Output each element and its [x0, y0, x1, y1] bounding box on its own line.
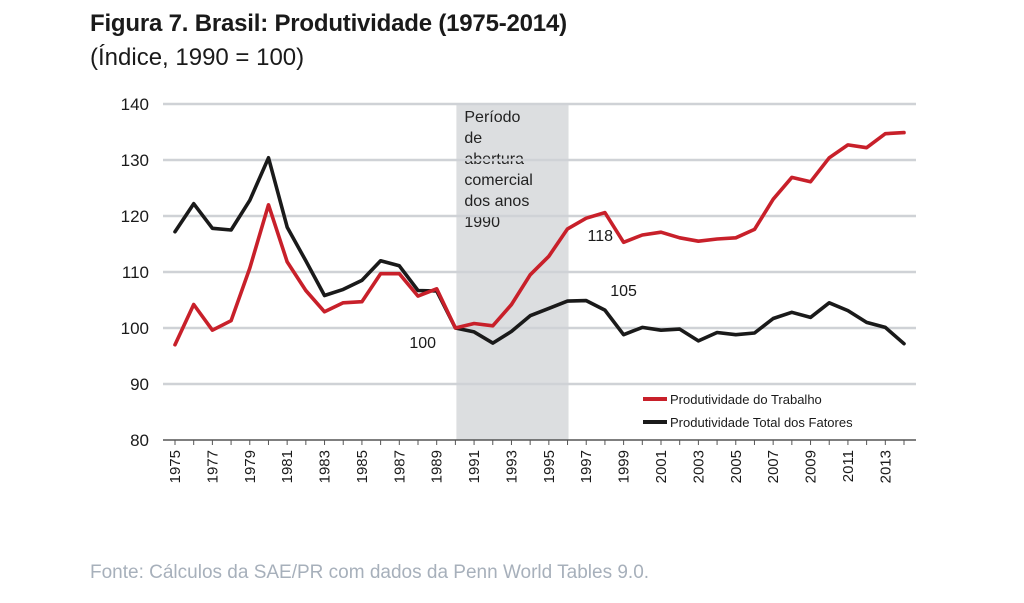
legend-label: Produtividade do Trabalho	[670, 392, 822, 407]
annotations: 100 118 105	[409, 228, 637, 352]
x-tick-label: 1999	[616, 450, 633, 483]
gridlines	[163, 102, 916, 386]
y-tick-label: 110	[122, 263, 149, 282]
x-tick-label: 2005	[728, 450, 745, 483]
shaded-region-label: de	[464, 130, 482, 147]
x-tick-label: 1993	[503, 450, 520, 483]
series-line-produtividade-do-trabalho	[173, 130, 906, 347]
data-label: 118	[588, 228, 614, 245]
y-tick-label: 130	[121, 151, 149, 170]
x-tick-label: 1975	[167, 450, 184, 483]
x-tick-label: 1991	[466, 450, 483, 483]
x-tick-label: 1983	[317, 450, 334, 483]
series-lines	[173, 130, 906, 347]
x-tick-label: 1979	[242, 450, 259, 483]
shaded-region-label: Período	[464, 109, 520, 126]
x-tick-label: 1997	[578, 450, 595, 483]
x-axis: 1975 1977 1979 1981 1983 1985 1987 1989 1991 1993…	[163, 439, 916, 483]
x-tick-label: 1989	[429, 450, 446, 483]
x-tick-label: 2011	[840, 450, 857, 482]
x-tick-label: 2007	[765, 450, 782, 483]
shaded-region-label: 1990	[464, 214, 500, 231]
legend-label: Produtividade Total dos Fatores	[670, 415, 853, 430]
y-tick-label: 80	[130, 431, 149, 450]
y-tick-label: 100	[121, 319, 149, 338]
y-tick-label: 120	[121, 207, 149, 226]
data-label: 100	[409, 335, 436, 352]
source-note: Fonte: Cálculos da SAE/PR com dados da P…	[90, 562, 650, 583]
x-tick-label: 2013	[877, 450, 894, 483]
shaded-region-label: comercial	[464, 172, 532, 189]
series-line-produtividade-total-dos-fatores	[173, 156, 906, 346]
legend: Produtividade do Trabalho Produtividade T…	[643, 392, 853, 430]
x-tick-label: 2003	[690, 450, 707, 483]
x-tick-label: 1985	[354, 450, 371, 483]
data-label: 105	[610, 283, 637, 300]
y-tick-label: 90	[130, 375, 149, 394]
x-tick-label: 1981	[279, 450, 296, 483]
y-tick-label: 140	[121, 95, 149, 114]
chart-title: Figura 7. Brasil: Produtividade (1975-20…	[90, 10, 567, 37]
y-axis-ticks: 80 90 100 110 120 130 140	[121, 95, 149, 450]
chart-subtitle: (Índice, 1990 = 100)	[90, 44, 305, 71]
x-tick-label: 2001	[653, 450, 670, 483]
x-tick-label: 1987	[391, 450, 408, 483]
shaded-region-label: dos anos	[464, 193, 529, 210]
x-tick-label: 2009	[803, 450, 820, 483]
x-tick-label: 1977	[204, 450, 221, 483]
x-tick-label: 1995	[541, 450, 558, 483]
